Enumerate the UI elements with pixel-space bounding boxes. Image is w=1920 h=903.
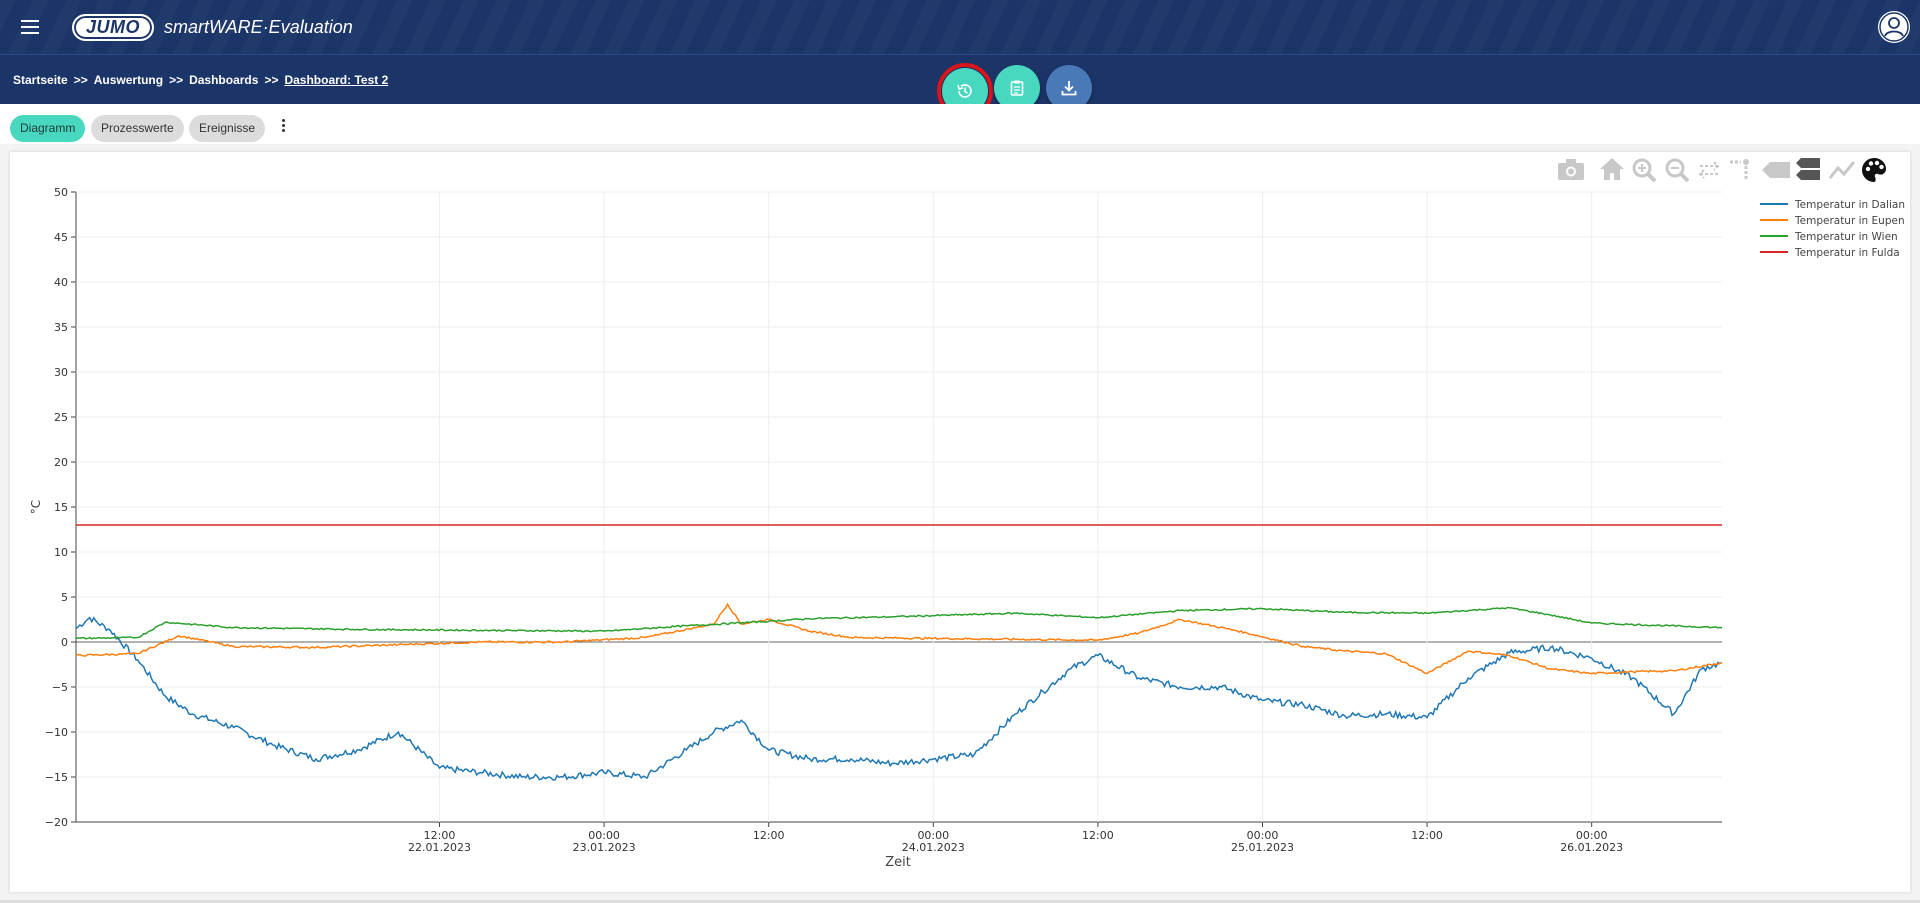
y-tick-label: 15 <box>54 501 68 514</box>
clipboard-button[interactable] <box>994 65 1040 111</box>
download-button[interactable] <box>1046 65 1092 111</box>
y-tick-label: 45 <box>54 231 68 244</box>
zoom-in-icon[interactable] <box>1632 158 1657 183</box>
chart-card: 50 45 40 35 30 25 20 15 10 5 0 −5 −10 −15 −20 12:00 22.… <box>10 152 1910 892</box>
hover-compare-icon[interactable] <box>1796 158 1820 180</box>
user-icon[interactable] <box>1878 11 1910 43</box>
tab-prozesswerte[interactable]: Prozesswerte <box>91 115 184 142</box>
series-line-temperatur-in-dalian <box>75 616 1723 781</box>
x-tick-time-label: 00:00 <box>1247 829 1279 842</box>
breadcrumb-evaluation[interactable]: Auswertung <box>93 73 164 87</box>
x-tick-time-label: 12:00 <box>1411 829 1443 842</box>
camera-icon[interactable] <box>1558 159 1584 180</box>
breadcrumb-separator: >> <box>169 73 184 87</box>
x-tick-date-label: 25.01.2023 <box>1231 841 1294 854</box>
home-icon[interactable] <box>1600 158 1624 180</box>
y-tick-label: −10 <box>45 726 68 739</box>
jumo-logo: JUMO <box>72 14 155 41</box>
chart-grid <box>75 191 1722 823</box>
y-tick-label: 30 <box>54 366 68 379</box>
x-axis-label: Zeit <box>885 855 911 870</box>
y-tick-label: 25 <box>54 411 68 424</box>
tab-bar: Diagramm Prozesswerte Ereignisse <box>0 104 1920 144</box>
y-tick-label: −5 <box>52 681 68 694</box>
pan-icon[interactable] <box>1698 161 1720 179</box>
zoom-out-icon[interactable] <box>1665 158 1690 183</box>
series-line-temperatur-in-wien <box>75 606 1723 640</box>
legend-label-temperatur-in-eupen: Temperatur in Eupen <box>1794 215 1905 227</box>
chart-toolbar <box>1558 158 1886 183</box>
chart-legend[interactable]: Temperatur in Dalian Temperatur in Eupen T… <box>1760 199 1905 259</box>
legend-label-temperatur-in-fulda: Temperatur in Fulda <box>1794 247 1900 259</box>
app-header: JUMO smartWARE·Evaluation <box>0 0 1920 54</box>
y-tick-label: 10 <box>54 546 68 559</box>
page-bottom-border <box>0 900 1920 903</box>
download-icon <box>1061 81 1077 96</box>
y-tick-label: 50 <box>54 186 68 199</box>
menu-icon[interactable] <box>18 16 42 38</box>
x-tick-date-label: 22.01.2023 <box>408 841 471 854</box>
history-icon <box>957 84 972 98</box>
x-tick-date-label: 23.01.2023 <box>573 841 636 854</box>
legend-label-temperatur-in-wien: Temperatur in Wien <box>1794 231 1898 243</box>
breadcrumb-separator: >> <box>264 73 279 87</box>
palette-icon[interactable] <box>1862 158 1886 182</box>
app-title: smartWARE·Evaluation <box>164 17 353 37</box>
y-tick-label: 35 <box>54 321 68 334</box>
clipboard-icon <box>1010 80 1024 96</box>
tab-diagramm[interactable]: Diagramm <box>10 115 86 142</box>
y-tick-label: 20 <box>54 456 68 469</box>
app-logo[interactable]: JUMO smartWARE·Evaluation <box>72 14 353 41</box>
hover-closest-icon[interactable] <box>1762 162 1790 178</box>
line-icon[interactable] <box>1828 161 1856 179</box>
y-tick-label: 5 <box>61 591 68 604</box>
x-tick-time-label: 00:00 <box>1576 829 1608 842</box>
spike-lines-icon[interactable] <box>1730 159 1749 180</box>
breadcrumb-dashboards[interactable]: Dashboards <box>189 73 259 87</box>
x-tick-date-label: 24.01.2023 <box>902 841 965 854</box>
y-tick-label: 40 <box>54 276 68 289</box>
breadcrumb-separator: >> <box>73 73 88 87</box>
plot-area <box>75 524 1723 781</box>
y-axis-label: °C <box>29 500 43 514</box>
breadcrumb-current[interactable]: Dashboard: Test 2 <box>284 73 389 87</box>
series-line-temperatur-in-eupen <box>75 602 1723 675</box>
x-tick-time-label: 12:00 <box>1082 829 1114 842</box>
x-tick-time-label: 12:00 <box>753 829 785 842</box>
x-tick-date-label: 26.01.2023 <box>1560 841 1623 854</box>
breadcrumb: Startseite >> Auswertung >> Dashboards >… <box>13 73 388 87</box>
y-tick-label: 0 <box>61 636 68 649</box>
more-options-icon[interactable] <box>279 118 287 134</box>
x-tick-time-label: 00:00 <box>917 829 949 842</box>
y-tick-label: −20 <box>45 816 68 829</box>
breadcrumb-home[interactable]: Startseite <box>13 73 68 87</box>
x-tick-time-label: 12:00 <box>424 829 456 842</box>
x-tick-time-label: 00:00 <box>588 829 620 842</box>
tab-ereignisse[interactable]: Ereignisse <box>189 115 266 142</box>
legend-label-temperatur-in-dalian: Temperatur in Dalian <box>1794 199 1905 211</box>
y-tick-label: −15 <box>45 771 68 784</box>
